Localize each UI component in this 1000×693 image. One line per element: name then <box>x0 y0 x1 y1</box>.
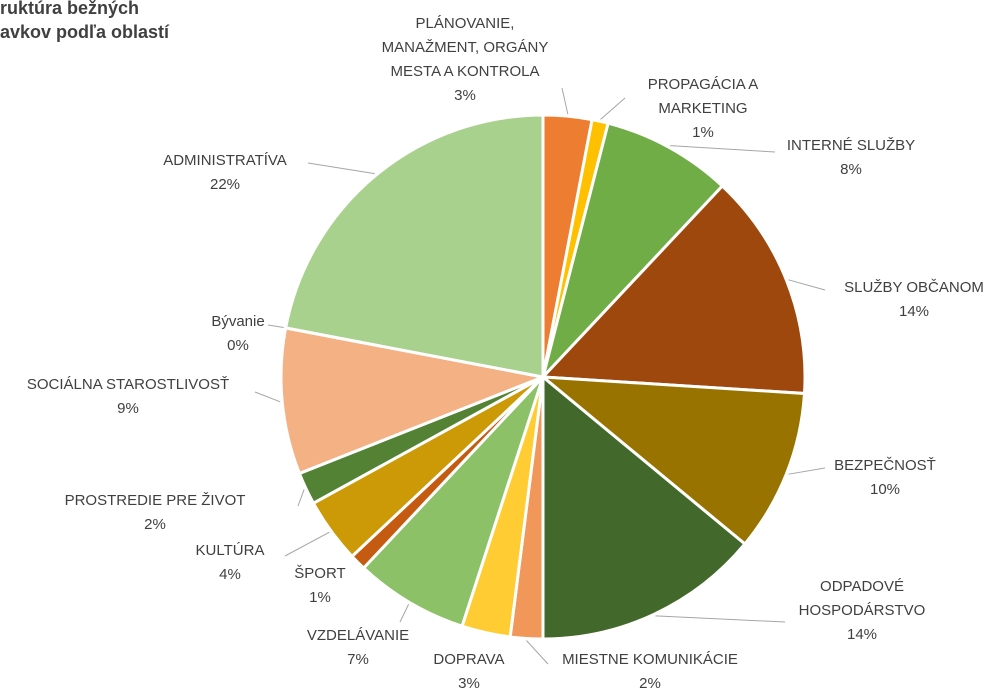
slice-label: PROPAGÁCIA A <box>648 76 759 93</box>
slice-value-label: 7% <box>347 651 369 668</box>
slice-label: ODPADOVÉ <box>820 578 904 595</box>
slice-value-label: 3% <box>454 87 476 104</box>
slice-value-label: 1% <box>309 589 331 606</box>
slice-value-label: 9% <box>117 400 139 417</box>
slice-label: PLÁNOVANIE, <box>416 15 515 32</box>
slice-value-label: 2% <box>639 675 661 692</box>
leader-line <box>399 604 410 623</box>
slice-label: VZDELÁVANIE <box>307 627 409 644</box>
slice-label: SLUŽBY OBČANOM <box>844 279 984 296</box>
slice-value-label: 10% <box>870 481 900 498</box>
slice-label: SOCIÁLNA STAROSTLIVOSŤ <box>27 376 229 393</box>
slice-label: HOSPODÁRSTVO <box>799 602 926 619</box>
pie-slice <box>539 183 807 396</box>
leader-line <box>600 97 626 120</box>
slice-value-label: 2% <box>144 516 166 533</box>
leader-line <box>670 145 776 153</box>
slice-label: MIESTNE KOMUNIKÁCIE <box>562 651 738 668</box>
leader-line <box>284 531 330 557</box>
slice-label: MESTA A KONTROLA <box>391 63 540 80</box>
slice-label: KULTÚRA <box>196 542 265 559</box>
chart-title: ruktúra bežných <box>0 0 139 18</box>
slice-value-label: 1% <box>692 124 714 141</box>
leader-line <box>655 615 786 623</box>
leader-line <box>254 391 281 403</box>
slice-label: ŠPORT <box>294 565 345 582</box>
leader-line <box>788 467 826 475</box>
pie-slice <box>361 375 545 629</box>
slice-label: MANAŽMENT, ORGÁNY <box>382 39 549 56</box>
pie-slice <box>283 113 545 379</box>
pie-slice <box>279 326 549 476</box>
leader-line <box>307 162 375 175</box>
slice-value-label: 8% <box>840 161 862 178</box>
slice-label: DOPRAVA <box>433 651 504 668</box>
pie-slice <box>541 373 747 641</box>
slice-label: PROSTREDIE PRE ŽIVOT <box>65 492 246 509</box>
slice-value-label: 14% <box>847 626 877 643</box>
slice-value-label: 14% <box>899 303 929 320</box>
pie-slice <box>538 375 807 547</box>
slice-value-label: 0% <box>227 337 249 354</box>
slice-label: MARKETING <box>658 100 747 117</box>
slice-value-label: 4% <box>219 566 241 583</box>
slice-label: Bývanie <box>211 313 264 330</box>
pie-slice <box>541 121 725 379</box>
slice-label: INTERNÉ SLUŽBY <box>787 137 915 154</box>
leader-line <box>788 279 826 291</box>
leader-line <box>561 87 569 115</box>
chart-title: avkov podľa oblastí <box>0 22 170 42</box>
leader-line <box>526 640 549 665</box>
slice-value-label: 22% <box>210 176 240 193</box>
slice-label: ADMINISTRATÍVA <box>163 152 287 169</box>
slice-label: BEZPEČNOSŤ <box>834 457 936 474</box>
slice-value-label: 3% <box>458 675 480 692</box>
leader-line <box>267 324 284 329</box>
leader-line <box>297 489 305 507</box>
